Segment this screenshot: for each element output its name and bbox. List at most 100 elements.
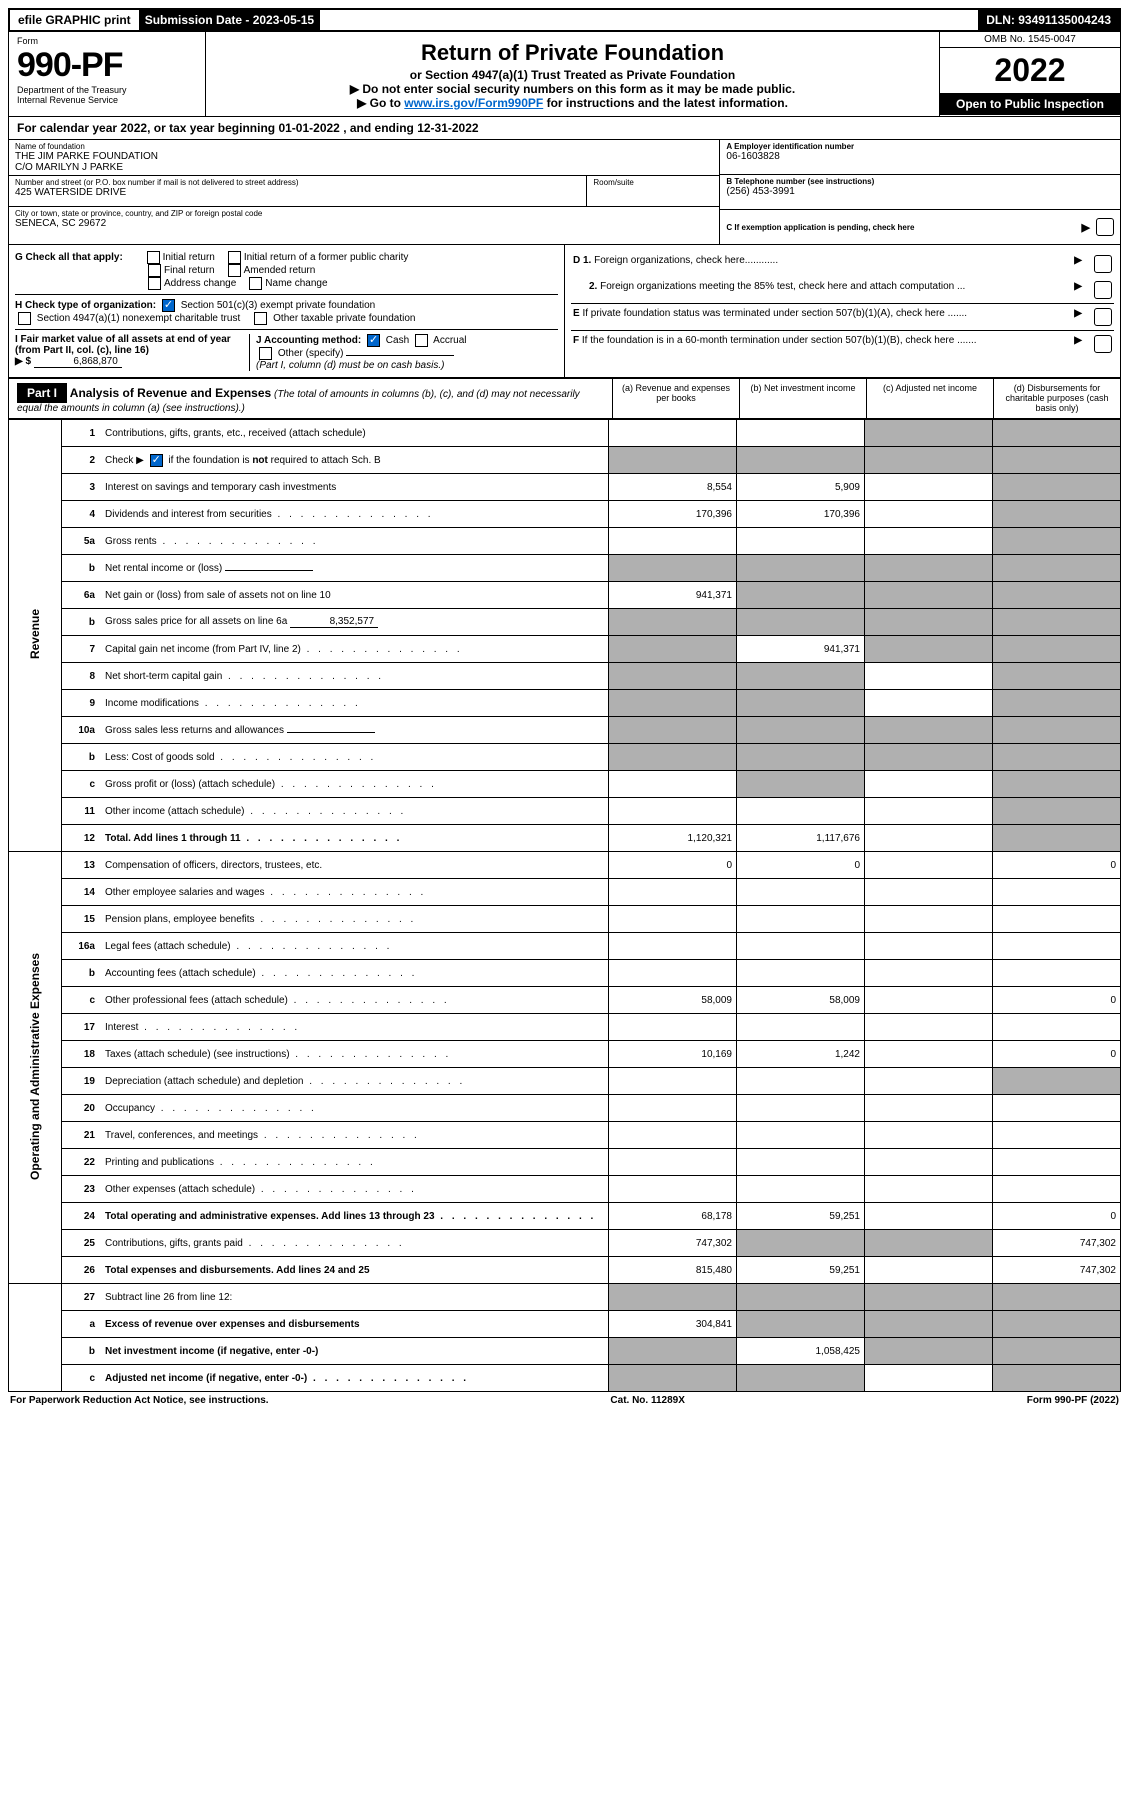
line-number: a: [62, 1311, 101, 1338]
line-number: 23: [62, 1176, 101, 1203]
initial-former-checkbox[interactable]: [228, 251, 241, 264]
col-a-header: (a) Revenue and expenses per books: [612, 379, 739, 418]
line-number: b: [62, 1338, 101, 1365]
initial-return-checkbox[interactable]: [147, 251, 160, 264]
amount-cell: [865, 636, 993, 663]
inline-value: [287, 732, 375, 733]
amount-cell: [865, 1257, 993, 1284]
amount-cell: [865, 1149, 993, 1176]
amount-cell: 0: [993, 1041, 1121, 1068]
amount-cell: [737, 663, 865, 690]
amount-cell: [737, 1122, 865, 1149]
501c3-checkbox[interactable]: [162, 299, 175, 312]
line-description: Compensation of officers, directors, tru…: [100, 852, 609, 879]
line-number: 20: [62, 1095, 101, 1122]
line-description: Depreciation (attach schedule) and deple…: [100, 1068, 609, 1095]
table-row: cAdjusted net income (if negative, enter…: [9, 1365, 1121, 1392]
amount-cell: [737, 1311, 865, 1338]
line-description: Dividends and interest from securities: [100, 501, 609, 528]
amount-cell: [737, 1149, 865, 1176]
line-number: 26: [62, 1257, 101, 1284]
line-number: 3: [62, 474, 101, 501]
amount-cell: [737, 447, 865, 474]
inspection-label: Open to Public Inspection: [940, 93, 1120, 115]
instructions-link[interactable]: www.irs.gov/Form990PF: [404, 96, 543, 110]
dept-label: Department of the Treasury: [17, 85, 197, 95]
line-description: Net gain or (loss) from sale of assets n…: [100, 582, 609, 609]
part1-table: Revenue1Contributions, gifts, grants, et…: [8, 419, 1121, 1392]
amount-cell: [609, 771, 737, 798]
line-number: 17: [62, 1014, 101, 1041]
col-c-header: (c) Adjusted net income: [866, 379, 993, 418]
calendar-year-row: For calendar year 2022, or tax year begi…: [8, 117, 1121, 140]
amount-cell: [737, 1095, 865, 1122]
amount-cell: 58,009: [737, 987, 865, 1014]
footer-left: For Paperwork Reduction Act Notice, see …: [10, 1395, 269, 1406]
other-method-checkbox[interactable]: [259, 347, 272, 360]
amount-cell: [865, 987, 993, 1014]
f-checkbox[interactable]: [1094, 335, 1112, 353]
exemption-checkbox[interactable]: [1096, 218, 1114, 236]
side-label: Revenue: [9, 420, 62, 852]
side-spacer: [9, 1284, 62, 1392]
amount-cell: 8,554: [609, 474, 737, 501]
final-return-checkbox[interactable]: [148, 264, 161, 277]
line-number: 8: [62, 663, 101, 690]
line-description: Check ▶ if the foundation is not require…: [100, 447, 609, 474]
amount-cell: [993, 1365, 1121, 1392]
amount-cell: [993, 1311, 1121, 1338]
other-taxable-checkbox[interactable]: [254, 312, 267, 325]
name-change-checkbox[interactable]: [249, 277, 262, 290]
amount-cell: [865, 744, 993, 771]
section-e: E If private foundation status was termi…: [571, 303, 1114, 330]
amount-cell: [865, 1068, 993, 1095]
table-row: bNet rental income or (loss): [9, 555, 1121, 582]
amount-cell: [865, 717, 993, 744]
cash-checkbox[interactable]: [367, 334, 380, 347]
line-description: Total expenses and disbursements. Add li…: [100, 1257, 609, 1284]
line-description: Gross sales less returns and allowances: [100, 717, 609, 744]
schb-checkbox[interactable]: [150, 454, 163, 467]
amount-cell: 1,120,321: [609, 825, 737, 852]
line-description: Total. Add lines 1 through 11: [100, 825, 609, 852]
submission-date: Submission Date - 2023-05-15: [139, 10, 320, 30]
table-row: bGross sales price for all assets on lin…: [9, 609, 1121, 636]
amount-cell: [609, 1365, 737, 1392]
amount-cell: [865, 906, 993, 933]
amount-cell: [609, 1338, 737, 1365]
amount-cell: [737, 798, 865, 825]
amount-cell: [609, 690, 737, 717]
amount-cell: [865, 420, 993, 447]
amount-cell: 941,371: [609, 582, 737, 609]
table-row: 15Pension plans, employee benefits: [9, 906, 1121, 933]
table-row: 21Travel, conferences, and meetings: [9, 1122, 1121, 1149]
footer-right: Form 990-PF (2022): [1027, 1395, 1119, 1406]
amount-cell: [609, 960, 737, 987]
table-row: aExcess of revenue over expenses and dis…: [9, 1311, 1121, 1338]
line-description: Interest on savings and temporary cash i…: [100, 474, 609, 501]
line-description: Net rental income or (loss): [100, 555, 609, 582]
d2-checkbox[interactable]: [1094, 281, 1112, 299]
amount-cell: [865, 1014, 993, 1041]
table-row: 11Other income (attach schedule): [9, 798, 1121, 825]
omb-number: OMB No. 1545-0047: [940, 32, 1120, 48]
line-number: 15: [62, 906, 101, 933]
table-row: Operating and Administrative Expenses13C…: [9, 852, 1121, 879]
amount-cell: 1,058,425: [737, 1338, 865, 1365]
e-checkbox[interactable]: [1094, 308, 1112, 326]
section-g: G Check all that apply: Initial return I…: [15, 251, 558, 290]
amount-cell: [865, 1311, 993, 1338]
amount-cell: [993, 771, 1121, 798]
amount-cell: [993, 906, 1121, 933]
line-number: 16a: [62, 933, 101, 960]
accrual-checkbox[interactable]: [415, 334, 428, 347]
table-row: 10aGross sales less returns and allowanc…: [9, 717, 1121, 744]
amended-checkbox[interactable]: [228, 264, 241, 277]
address-change-checkbox[interactable]: [148, 277, 161, 290]
line-description: Net investment income (if negative, ente…: [100, 1338, 609, 1365]
d1-checkbox[interactable]: [1094, 255, 1112, 273]
efile-label: efile GRAPHIC print: [10, 10, 139, 30]
table-row: 20Occupancy: [9, 1095, 1121, 1122]
4947-checkbox[interactable]: [18, 312, 31, 325]
amount-cell: [865, 690, 993, 717]
